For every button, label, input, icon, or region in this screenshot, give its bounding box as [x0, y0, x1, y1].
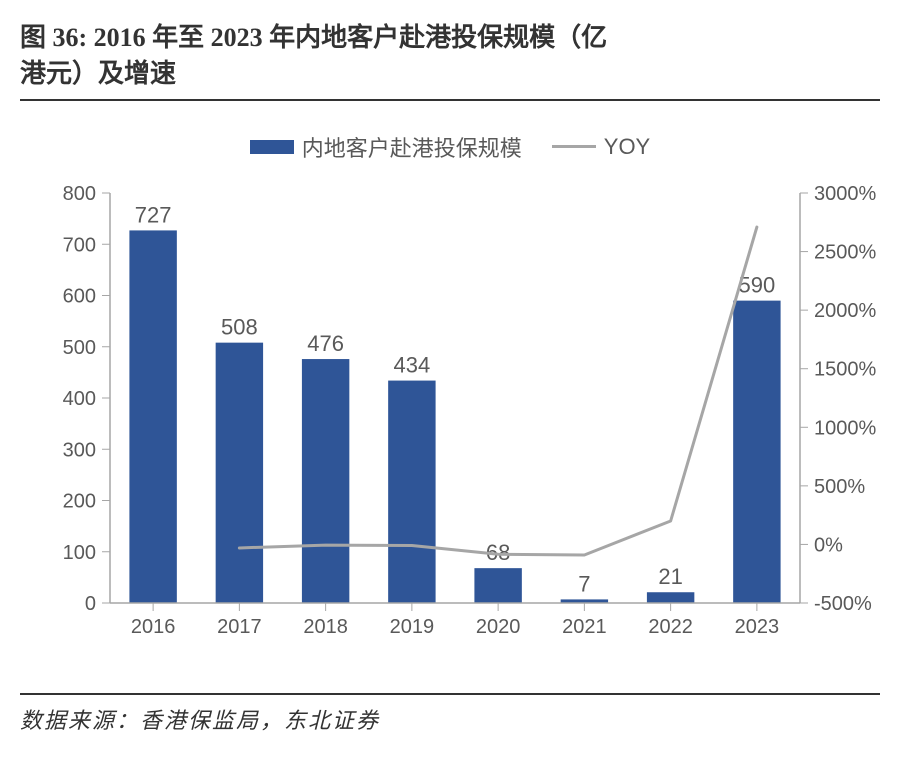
legend-item-bar: 内地客户赴港投保规模	[250, 131, 522, 163]
bar-value-label: 590	[739, 272, 776, 297]
y1-tick-label: 100	[63, 542, 96, 564]
bar-value-label: 476	[307, 331, 344, 356]
x-tick-label: 2020	[476, 616, 521, 638]
y2-tick-label: 2500%	[814, 241, 876, 263]
bar-value-label: 7	[578, 571, 590, 596]
figure-title: 图 36: 2016 年至 2023 年内地客户赴港投保规模（亿 港元）及增速	[20, 20, 880, 99]
y1-tick-label: 600	[63, 285, 96, 307]
x-tick-label: 2016	[131, 616, 176, 638]
x-tick-label: 2018	[303, 616, 348, 638]
y2-tick-label: 1000%	[814, 417, 876, 439]
x-tick-label: 2022	[648, 616, 693, 638]
y1-tick-label: 400	[63, 388, 96, 410]
bar-value-label: 434	[394, 352, 431, 377]
y2-tick-label: 1500%	[814, 358, 876, 380]
y1-tick-label: 300	[63, 439, 96, 461]
bar-value-label: 727	[135, 202, 172, 227]
y1-tick-label: 0	[85, 593, 96, 615]
y2-tick-label: 500%	[814, 476, 865, 498]
y2-tick-label: 3000%	[814, 183, 876, 205]
x-tick-label: 2021	[562, 616, 607, 638]
x-tick-label: 2019	[390, 616, 435, 638]
y1-tick-label: 200	[63, 490, 96, 512]
bar-value-label: 508	[221, 314, 258, 339]
title-underline	[20, 99, 880, 101]
legend-bar-label: 内地客户赴港投保规模	[302, 131, 522, 163]
bar	[733, 300, 780, 602]
bar	[474, 568, 521, 603]
legend: 内地客户赴港投保规模 YOY	[20, 131, 880, 163]
y2-tick-label: 2000%	[814, 300, 876, 322]
x-tick-label: 2017	[217, 616, 262, 638]
chart-svg: 0 100 200 300 400 500 600 700 800 -500% 0% 500% 1000…	[20, 183, 880, 663]
bar	[388, 380, 435, 602]
chart-area: 0 100 200 300 400 500 600 700 800 -500% 0% 500% 1000…	[20, 183, 880, 663]
y1-tick-label: 800	[63, 183, 96, 205]
y2-tick-label: 0%	[814, 534, 843, 556]
legend-bar-swatch	[250, 140, 294, 154]
legend-line-swatch	[552, 145, 596, 148]
bar	[647, 592, 694, 603]
legend-item-line: YOY	[552, 134, 650, 160]
y1-tick-label: 500	[63, 337, 96, 359]
legend-line-label: YOY	[604, 134, 650, 160]
bar	[216, 342, 263, 602]
bar	[129, 230, 176, 603]
source-overline	[20, 693, 880, 695]
figure-container: 图 36: 2016 年至 2023 年内地客户赴港投保规模（亿 港元）及增速 …	[20, 20, 880, 735]
bar-value-label: 21	[658, 564, 682, 589]
x-tick-label: 2023	[735, 616, 780, 638]
title-line-2: 港元）及增速	[20, 59, 176, 88]
y1-tick-label: 700	[63, 234, 96, 256]
source-text: 数据来源：香港保监局，东北证券	[20, 703, 880, 735]
y2-tick-label: -500%	[814, 593, 872, 615]
bar	[302, 359, 349, 603]
title-line-1: 图 36: 2016 年至 2023 年内地客户赴港投保规模（亿	[20, 23, 607, 52]
